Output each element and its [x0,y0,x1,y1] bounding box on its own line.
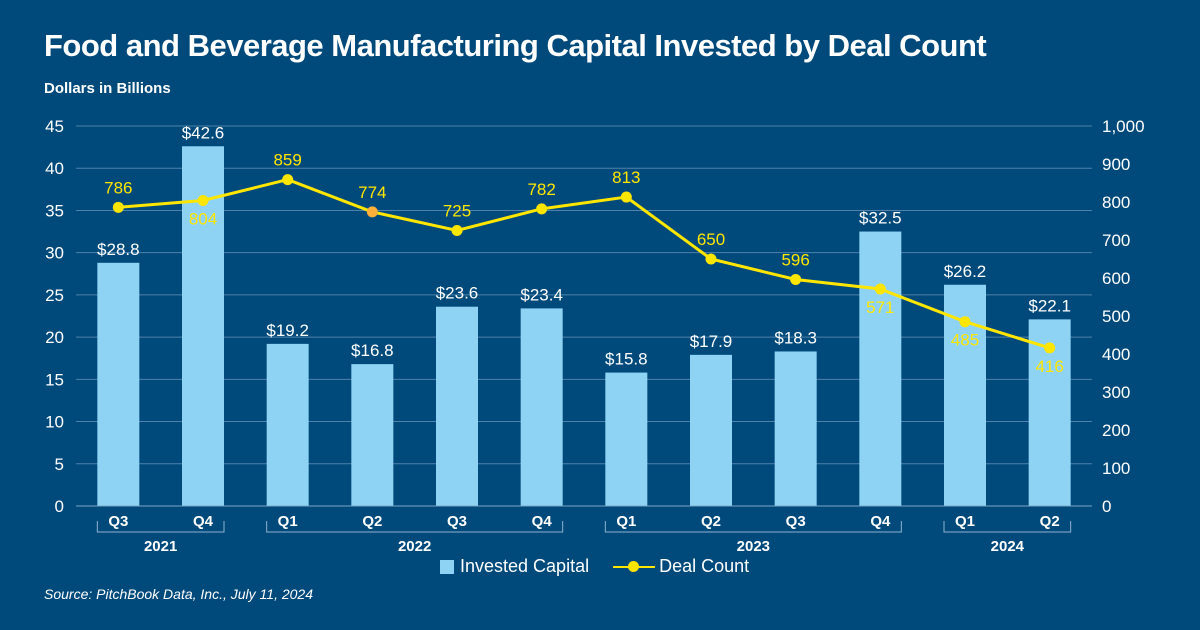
bar-label: $18.3 [774,328,817,347]
bar-label: $19.2 [266,321,309,340]
deal-count-label: 485 [951,331,979,350]
left-tick-label: 20 [45,328,64,347]
right-tick-label: 600 [1102,269,1130,288]
right-tick-label: 900 [1102,155,1130,174]
legend-line-icon [613,560,656,574]
bar [266,343,309,506]
year-label: 2022 [398,538,431,555]
deal-count-point [536,203,548,215]
bar [351,364,394,506]
left-tick-label: 40 [45,159,64,178]
bar [182,146,224,506]
left-tick-label: 15 [45,370,64,389]
category-label: Q2 [701,513,721,530]
right-tick-label: 700 [1102,231,1130,250]
right-tick-label: 0 [1102,497,1111,516]
bar-label: $26.2 [944,262,987,281]
deal-count-point [451,225,463,236]
category-label: Q1 [278,513,298,530]
category-label: Q3 [108,513,128,530]
category-label: Q4 [532,513,553,530]
deal-count-point [705,253,717,265]
legend-deal-count: Deal Count [659,556,750,576]
left-tick-label: 35 [45,201,64,220]
bar [605,372,648,506]
deal-count-point [959,316,971,328]
year-bracket [604,521,902,533]
bar-label: $15.8 [605,350,648,369]
deal-count-label: 650 [697,230,725,249]
deal-count-label: 859 [273,151,301,170]
bar-label: $16.8 [351,341,394,360]
left-tick-label: 45 [45,117,64,136]
right-tick-label: 300 [1102,383,1130,402]
right-tick-label: 500 [1102,307,1130,326]
deal-count-point [874,283,886,295]
category-label: Q2 [1040,513,1060,530]
year-bracket [266,521,564,533]
chart-subtitle: Dollars in Billions [44,80,171,97]
legend: Invested Capital Deal Count [440,556,749,577]
year-label: 2021 [144,538,177,555]
bar-label: $28.8 [97,240,140,259]
legend-bar-swatch [440,559,454,574]
deal-count-label: 786 [104,178,132,197]
right-tick-label: 800 [1102,193,1130,212]
year-bracket [96,521,225,533]
year-label: 2023 [737,538,770,555]
right-tick-label: 100 [1102,459,1130,478]
right-tick-label: 200 [1102,421,1130,440]
bar [690,354,732,506]
deal-count-label: 804 [189,209,217,228]
bar [97,262,140,506]
year-label: 2024 [991,538,1025,555]
deal-count-point [282,174,294,186]
category-label: Q3 [447,513,467,530]
left-tick-label: 0 [55,497,64,516]
bar-label: $17.9 [690,332,733,351]
right-tick-label: 1,000 [1102,117,1145,136]
deal-count-label: 782 [527,180,555,199]
category-label: Q2 [362,513,382,530]
deal-count-point [112,201,124,213]
category-label: Q4 [870,513,891,530]
deal-count-label: 725 [443,202,471,221]
legend-invested-capital: Invested Capital [460,556,590,576]
left-tick-label: 30 [45,244,64,263]
bar [436,306,478,506]
category-label: Q1 [616,513,636,530]
deal-count-label: 596 [781,251,809,270]
category-label: Q4 [193,513,214,530]
deal-count-label: 813 [612,168,640,187]
deal-count-point [1044,342,1056,354]
deal-count-point [366,206,378,218]
bar [520,308,563,506]
year-bracket [943,521,1072,533]
chart-title: Food and Beverage Manufacturing Capital … [44,28,987,63]
deal-count-line [118,178,1051,350]
bar-label: $32.5 [859,209,902,228]
bar-label: $23.6 [436,284,479,303]
bar-label: $23.4 [520,285,563,304]
right-tick-label: 400 [1102,345,1130,364]
left-tick-label: 25 [45,286,64,305]
bar-label: $22.1 [1028,296,1071,315]
deal-count-point [197,194,209,206]
deal-count-point [790,274,802,286]
deal-count-label: 571 [866,298,894,317]
bar-label: $42.6 [182,123,225,142]
bar [774,351,817,506]
category-label: Q3 [786,513,806,530]
deal-count-point [620,191,632,203]
deal-count-label: 416 [1035,357,1063,376]
source-note: Source: PitchBook Data, Inc., July 11, 2… [44,586,314,602]
bar [859,231,902,507]
deal-count-label: 774 [358,183,386,202]
category-label: Q1 [955,513,975,530]
left-tick-label: 5 [55,455,64,474]
left-tick-label: 10 [45,413,64,432]
